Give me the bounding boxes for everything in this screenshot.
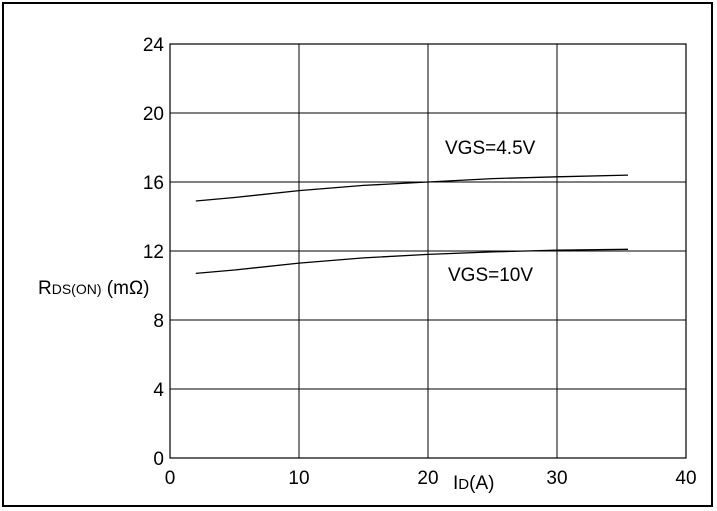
grid-lines bbox=[169, 43, 687, 459]
y-tick-label-24: 24 bbox=[143, 35, 165, 56]
x-axis-label-unit: (A) bbox=[469, 473, 494, 494]
y-axis-label-unit: (mΩ) bbox=[102, 278, 150, 299]
x-axis-label-main: I bbox=[453, 473, 458, 494]
y-tick-label-8: 8 bbox=[153, 311, 164, 332]
y-tick-label-0: 0 bbox=[153, 449, 164, 470]
y-tick-label-20: 20 bbox=[143, 104, 164, 125]
x-tick-label-40: 40 bbox=[675, 468, 696, 489]
x-tick-label-10: 10 bbox=[288, 468, 309, 489]
y-axis-label-main: R bbox=[38, 278, 52, 299]
x-tick-label-30: 30 bbox=[546, 468, 567, 489]
x-axis-label: ID(A) bbox=[453, 473, 494, 494]
tick-labels: 0 4 8 12 16 20 24 0 10 20 30 40 bbox=[143, 35, 697, 489]
series-line-vgs-4-5v bbox=[195, 174, 629, 202]
x-tick-label-0: 0 bbox=[165, 468, 176, 489]
y-tick-label-16: 16 bbox=[143, 173, 164, 194]
chart-frame bbox=[2, 2, 713, 507]
y-axis-label-sub: DS(ON) bbox=[52, 281, 102, 297]
x-axis-label-sub: D bbox=[458, 476, 469, 493]
y-tick-label-4: 4 bbox=[153, 380, 164, 401]
series-label-vgs-4-5v: VGS=4.5V bbox=[445, 138, 536, 159]
x-tick-label-20: 20 bbox=[417, 468, 438, 489]
y-axis-label: RDS(ON) (mΩ) bbox=[38, 278, 149, 299]
series-line-vgs-10v bbox=[195, 248, 629, 275]
y-tick-label-12: 12 bbox=[143, 242, 164, 263]
series-label-vgs-10v: VGS=10V bbox=[448, 265, 533, 286]
series-lines bbox=[195, 174, 629, 275]
